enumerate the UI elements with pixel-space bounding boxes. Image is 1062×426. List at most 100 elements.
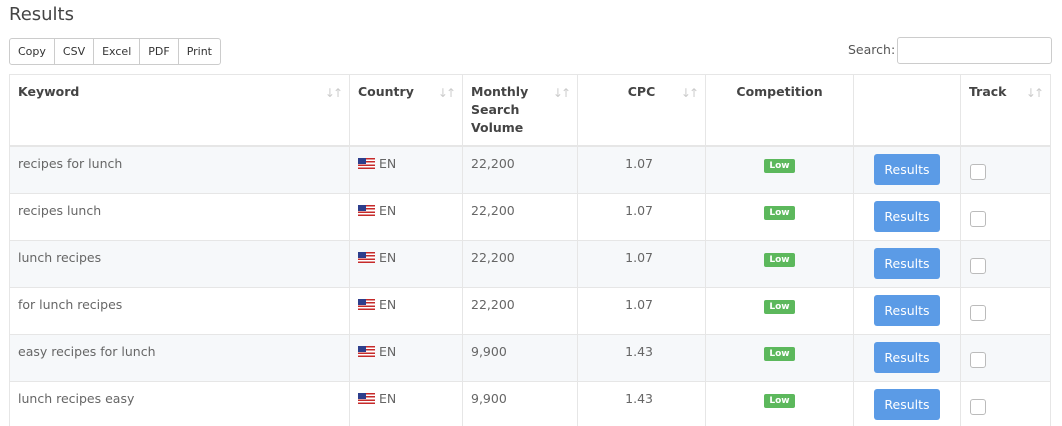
search-label: Search:: [848, 42, 896, 57]
column-label: CPC: [627, 84, 656, 99]
column-header-volume[interactable]: Monthly Search Volume ↓↑: [462, 74, 578, 147]
column-label: Keyword: [18, 84, 80, 99]
country-cell: EN: [349, 380, 463, 426]
cpc-cell: 1.07: [577, 286, 706, 335]
pdf-button[interactable]: PDF: [139, 38, 179, 65]
track-checkbox[interactable]: [970, 304, 986, 321]
competition-cell: Low: [705, 333, 854, 382]
excel-button[interactable]: Excel: [93, 38, 141, 65]
sort-arrows-icon: ↓↑: [437, 86, 456, 100]
results-button[interactable]: Results: [874, 294, 940, 326]
country-cell: EN: [349, 333, 463, 382]
country-code: EN: [379, 390, 397, 406]
column-header-cpc[interactable]: CPC ↓↑: [577, 74, 706, 147]
country-cell: EN: [349, 239, 463, 288]
track-cell: [960, 192, 1051, 241]
country-code: EN: [379, 202, 397, 218]
search-input[interactable]: [897, 37, 1052, 64]
results-button[interactable]: Results: [874, 388, 940, 420]
competition-cell: Low: [705, 239, 854, 288]
track-cell: [960, 239, 1051, 288]
cpc-cell: 1.07: [577, 192, 706, 241]
action-cell: Results: [853, 333, 961, 382]
keyword-cell: lunch recipes easy: [9, 380, 350, 426]
country-code: EN: [379, 296, 397, 312]
cpc-cell: 1.07: [577, 239, 706, 288]
action-cell: Results: [853, 286, 961, 335]
volume-cell: 9,900: [462, 333, 578, 382]
us-flag-icon: [358, 298, 375, 310]
table-row: for lunch recipes EN 22,200 1.07 Low Results: [9, 286, 1051, 335]
cpc-cell: 1.07: [577, 145, 706, 194]
column-header-action: [853, 74, 961, 147]
track-checkbox[interactable]: [970, 398, 986, 415]
keyword-cell: recipes lunch: [9, 192, 350, 241]
competition-badge: Low: [764, 252, 795, 267]
sort-arrows-icon: ↓↑: [1025, 86, 1044, 100]
track-cell: [960, 380, 1051, 426]
competition-cell: Low: [705, 145, 854, 194]
results-table: Keyword ↓↑ Country ↓↑ Monthly Search Volum…: [9, 74, 1051, 426]
us-flag-icon: [358, 345, 375, 357]
us-flag-icon: [358, 158, 375, 169]
keyword-cell: for lunch recipes: [9, 286, 350, 335]
column-label: Monthly Search Volume: [471, 84, 529, 135]
column-label: Country: [358, 84, 414, 99]
column-label: Track: [969, 84, 1007, 99]
column-header-competition[interactable]: Competition: [705, 74, 854, 147]
track-cell: [960, 286, 1051, 335]
keyword-cell: easy recipes for lunch: [9, 333, 350, 382]
cpc-cell: 1.43: [577, 380, 706, 426]
competition-badge: Low: [764, 159, 795, 173]
results-button[interactable]: Results: [874, 154, 940, 185]
table-header-row: Keyword ↓↑ Country ↓↑ Monthly Search Volum…: [9, 74, 1051, 147]
action-cell: Results: [853, 192, 961, 241]
page-title: Results: [9, 4, 74, 25]
country-cell: EN: [349, 145, 463, 194]
print-button[interactable]: Print: [177, 38, 221, 65]
competition-badge: Low: [764, 346, 795, 361]
track-checkbox[interactable]: [970, 351, 986, 368]
results-button[interactable]: Results: [874, 200, 940, 232]
volume-cell: 22,200: [462, 145, 578, 194]
column-header-keyword[interactable]: Keyword ↓↑: [9, 74, 350, 147]
us-flag-icon: [358, 392, 375, 404]
sort-arrows-icon: ↓↑: [680, 86, 699, 100]
track-cell: [960, 145, 1051, 194]
country-code: EN: [379, 156, 397, 171]
column-label: Competition: [736, 84, 823, 99]
volume-cell: 22,200: [462, 286, 578, 335]
table-row: easy recipes for lunch EN 9,900 1.43 Low Resu…: [9, 333, 1051, 382]
csv-button[interactable]: CSV: [53, 38, 95, 65]
keyword-cell: recipes for lunch: [9, 145, 350, 194]
action-cell: Results: [853, 380, 961, 426]
keyword-cell: lunch recipes: [9, 239, 350, 288]
competition-cell: Low: [705, 286, 854, 335]
track-checkbox[interactable]: [970, 164, 986, 180]
us-flag-icon: [358, 251, 375, 263]
results-button[interactable]: Results: [874, 247, 940, 279]
copy-button[interactable]: Copy: [9, 38, 55, 65]
competition-badge: Low: [764, 393, 795, 408]
us-flag-icon: [358, 204, 375, 216]
volume-cell: 22,200: [462, 239, 578, 288]
volume-cell: 9,900: [462, 380, 578, 426]
results-button[interactable]: Results: [874, 341, 940, 373]
column-header-track[interactable]: Track ↓↑: [960, 74, 1051, 147]
table-row: recipes lunch EN 22,200 1.07 Low Results: [9, 192, 1051, 241]
action-cell: Results: [853, 239, 961, 288]
competition-badge: Low: [764, 205, 795, 220]
country-code: EN: [379, 343, 397, 359]
volume-cell: 22,200: [462, 192, 578, 241]
competition-cell: Low: [705, 192, 854, 241]
action-cell: Results: [853, 145, 961, 194]
track-cell: [960, 333, 1051, 382]
country-cell: EN: [349, 192, 463, 241]
competition-badge: Low: [764, 299, 795, 314]
column-header-country[interactable]: Country ↓↑: [349, 74, 463, 147]
track-checkbox[interactable]: [970, 210, 986, 227]
track-checkbox[interactable]: [970, 257, 986, 274]
table-row: lunch recipes EN 22,200 1.07 Low Results: [9, 239, 1051, 288]
table-row: lunch recipes easy EN 9,900 1.43 Low Results: [9, 380, 1051, 426]
table-row: recipes for lunch EN 22,200 1.07 Low Results: [9, 145, 1051, 194]
